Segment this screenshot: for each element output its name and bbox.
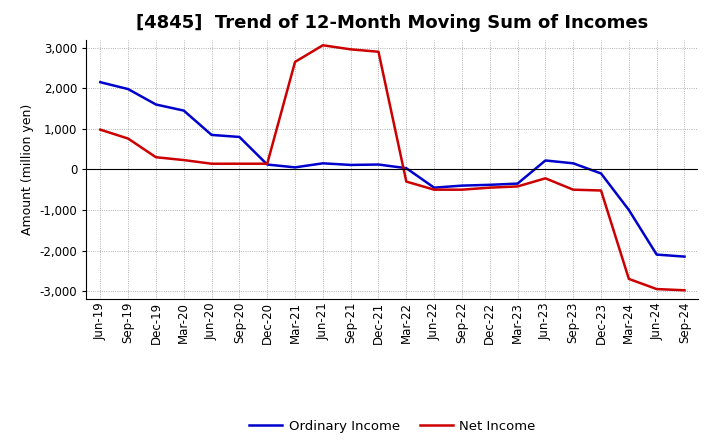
Ordinary Income bbox=[318, 161, 327, 166]
Ordinary Income bbox=[263, 162, 271, 167]
Ordinary Income bbox=[513, 181, 522, 186]
Net Income bbox=[124, 136, 132, 141]
Net Income bbox=[569, 187, 577, 192]
Net Income bbox=[374, 49, 383, 55]
Ordinary Income bbox=[124, 86, 132, 92]
Ordinary Income bbox=[179, 108, 188, 113]
Ordinary Income bbox=[541, 158, 550, 163]
Line: Ordinary Income: Ordinary Income bbox=[100, 82, 685, 257]
Legend: Ordinary Income, Net Income: Ordinary Income, Net Income bbox=[244, 415, 541, 438]
Net Income bbox=[207, 161, 216, 166]
Title: [4845]  Trend of 12-Month Moving Sum of Incomes: [4845] Trend of 12-Month Moving Sum of I… bbox=[136, 15, 649, 33]
Ordinary Income bbox=[346, 162, 355, 168]
Net Income bbox=[541, 176, 550, 181]
Ordinary Income bbox=[207, 132, 216, 138]
Net Income bbox=[152, 154, 161, 160]
Ordinary Income bbox=[652, 252, 661, 257]
Net Income bbox=[179, 158, 188, 163]
Ordinary Income bbox=[458, 183, 467, 188]
Net Income bbox=[291, 59, 300, 65]
Ordinary Income bbox=[430, 185, 438, 190]
Net Income bbox=[430, 187, 438, 192]
Net Income bbox=[624, 276, 633, 282]
Ordinary Income bbox=[485, 182, 494, 187]
Net Income bbox=[513, 184, 522, 189]
Ordinary Income bbox=[152, 102, 161, 107]
Net Income bbox=[263, 161, 271, 166]
Ordinary Income bbox=[374, 162, 383, 167]
Ordinary Income bbox=[96, 80, 104, 85]
Ordinary Income bbox=[680, 254, 689, 259]
Y-axis label: Amount (million yen): Amount (million yen) bbox=[21, 104, 34, 235]
Net Income bbox=[318, 43, 327, 48]
Ordinary Income bbox=[235, 134, 243, 139]
Net Income bbox=[597, 188, 606, 193]
Line: Net Income: Net Income bbox=[100, 45, 685, 290]
Net Income bbox=[235, 161, 243, 166]
Net Income bbox=[680, 288, 689, 293]
Ordinary Income bbox=[597, 171, 606, 176]
Ordinary Income bbox=[291, 165, 300, 170]
Net Income bbox=[96, 127, 104, 132]
Ordinary Income bbox=[624, 207, 633, 213]
Ordinary Income bbox=[569, 161, 577, 166]
Net Income bbox=[458, 187, 467, 192]
Ordinary Income bbox=[402, 165, 410, 171]
Net Income bbox=[346, 47, 355, 52]
Net Income bbox=[402, 179, 410, 184]
Net Income bbox=[652, 286, 661, 292]
Net Income bbox=[485, 185, 494, 190]
